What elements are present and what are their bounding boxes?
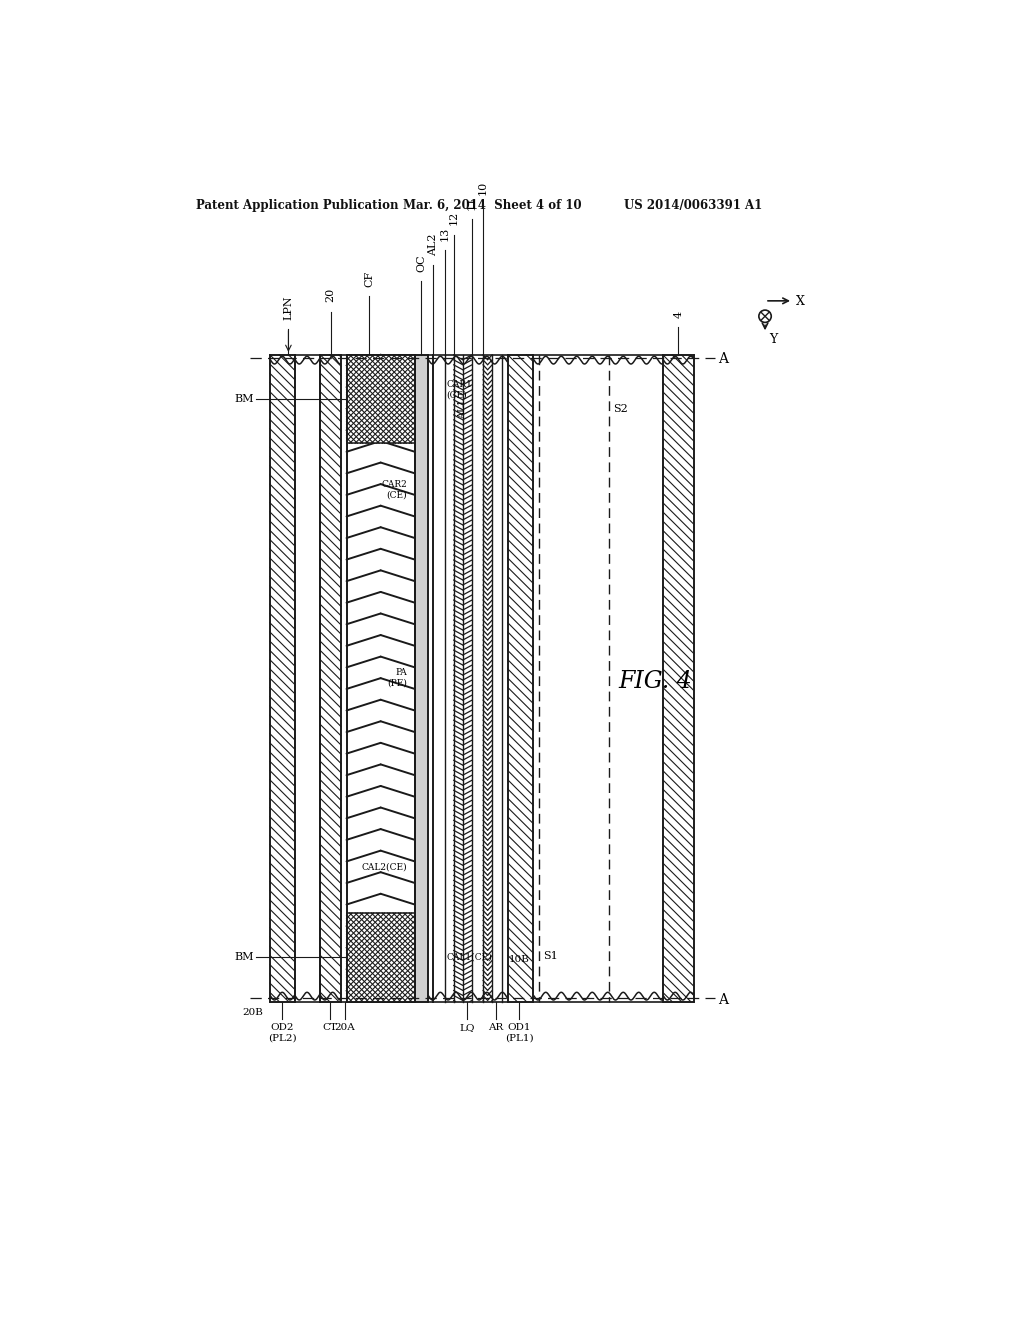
Text: 11: 11 [467,195,477,210]
Text: OC: OC [417,253,426,272]
Text: Mar. 6, 2014  Sheet 4 of 10: Mar. 6, 2014 Sheet 4 of 10 [403,199,582,213]
Bar [663,355,693,1002]
Text: 12: 12 [449,211,459,226]
Text: 20: 20 [326,288,336,302]
Bar [346,913,415,1002]
Text: Y: Y [769,333,777,346]
Text: PA
(PE): PA (PE) [387,668,407,688]
Bar [321,355,341,1002]
Text: 13: 13 [440,227,450,240]
Bar [508,355,534,1002]
Text: CAR1
(CE): CAR1 (CE) [446,380,472,400]
Bar [270,355,295,1002]
Text: LPN: LPN [284,296,294,321]
Text: 20A: 20A [335,1023,355,1032]
Text: CAL1(CE): CAL1(CE) [446,953,493,962]
Bar [483,355,493,1002]
Bar [346,355,415,444]
Text: OD1
(PL1): OD1 (PL1) [505,1023,534,1043]
Text: BM: BM [234,952,254,962]
Text: AL2: AL2 [428,234,438,256]
Bar [454,355,472,1002]
Text: CT: CT [323,1023,338,1032]
Bar [415,355,428,1002]
Text: S2: S2 [613,404,628,414]
Text: CF: CF [364,271,374,286]
Text: A: A [719,993,728,1007]
Bar [295,355,321,1002]
Text: LQ: LQ [460,1023,475,1032]
Text: OD2
(PL2): OD2 (PL2) [268,1023,297,1043]
Text: FIG. 4: FIG. 4 [618,671,692,693]
Text: S1: S1 [544,952,558,961]
Text: X: X [796,296,805,308]
Text: Patent Application Publication: Patent Application Publication [197,199,398,213]
Text: CAR2
(CE): CAR2 (CE) [381,479,407,499]
Bar [346,355,415,1002]
Text: 4: 4 [673,310,683,318]
Text: US 2014/0063391 A1: US 2014/0063391 A1 [624,199,762,213]
Text: AL1: AL1 [459,399,467,418]
Text: 20B: 20B [243,1007,263,1016]
Text: 10: 10 [478,181,488,194]
Text: CAL2(CE): CAL2(CE) [361,862,407,871]
Text: 10B: 10B [509,954,529,964]
Text: A: A [719,352,728,367]
Text: BM: BM [234,395,254,404]
Text: AR: AR [488,1023,504,1032]
